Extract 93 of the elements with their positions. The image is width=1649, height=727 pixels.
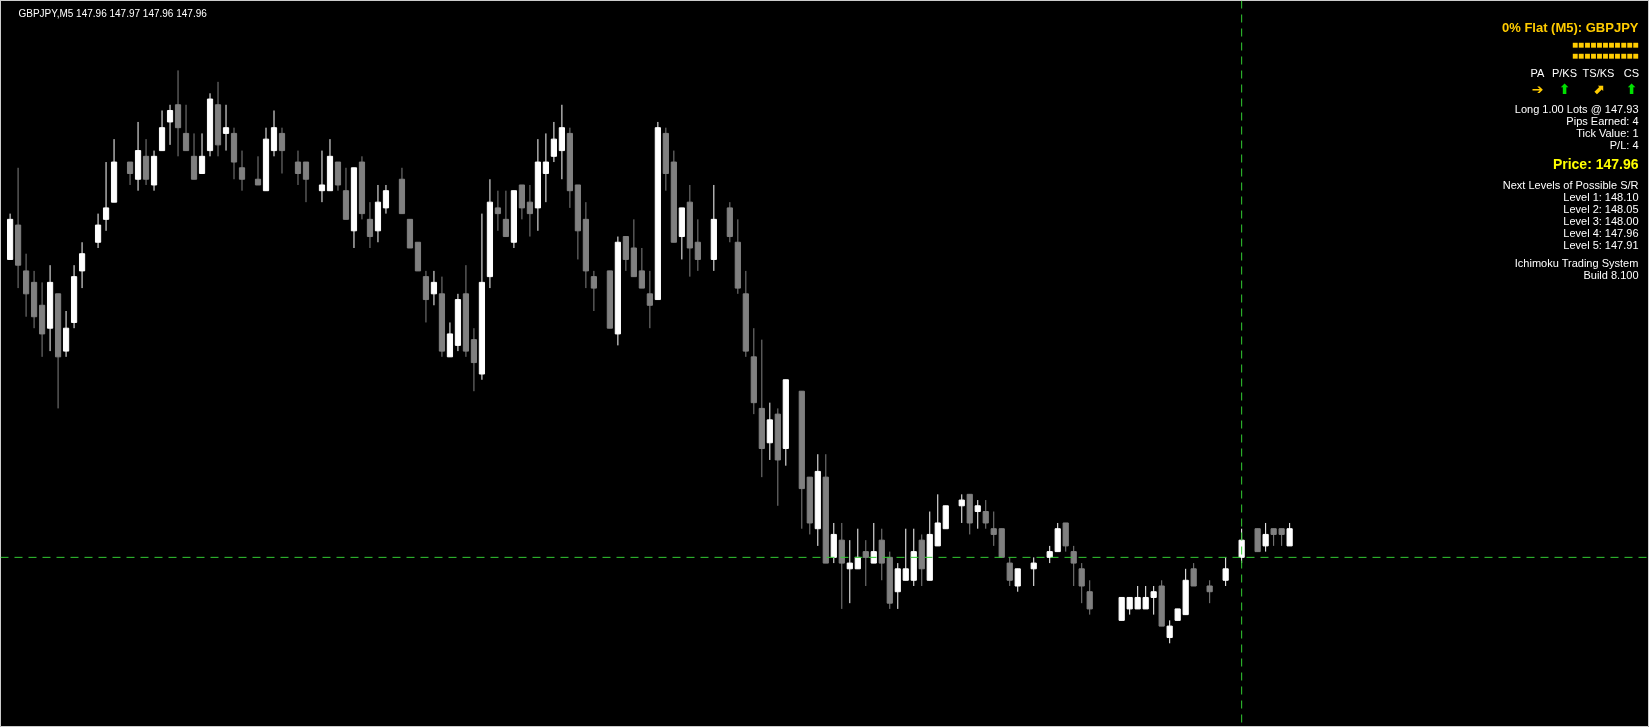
- candlestick: [430, 270, 438, 306]
- text: P/KS: [1551, 66, 1578, 79]
- candlestick: [190, 132, 198, 180]
- candlestick: [550, 121, 557, 163]
- candlestick: [1206, 579, 1213, 604]
- candlestick: [846, 539, 853, 604]
- text: Ichimoku Trading System: [1514, 256, 1639, 269]
- candlestick: [318, 150, 326, 203]
- candlestick: [182, 104, 190, 152]
- text: ⬈: [1592, 80, 1605, 97]
- text: Level 4: 147.96: [1563, 226, 1639, 239]
- candlestick: [174, 69, 182, 157]
- candlestick: [622, 236, 629, 272]
- candlestick: [446, 321, 454, 358]
- text: Price: 147.96: [1552, 155, 1639, 172]
- candlestick: [470, 327, 478, 392]
- candlestick: [166, 104, 174, 146]
- candlestick: [1078, 562, 1085, 604]
- candlestick: [526, 184, 534, 238]
- text: ■■■■■■■■■■■: [1572, 38, 1639, 50]
- candlestick: [502, 190, 510, 238]
- candlestick: [766, 402, 773, 461]
- candlestick: [270, 110, 278, 157]
- text: P/L: 4: [1609, 138, 1639, 151]
- candlestick: [1062, 522, 1069, 553]
- candlestick: [646, 270, 653, 329]
- candlestick: [638, 247, 645, 289]
- candlestick: [830, 522, 837, 564]
- text: Pips Earned: 4: [1566, 114, 1639, 127]
- candlestick: [22, 253, 30, 318]
- candlestick: [102, 161, 110, 232]
- text: 0% Flat (M5): GBPJPY: [1501, 19, 1639, 35]
- text: CS: [1623, 66, 1640, 79]
- candlestick: [942, 505, 949, 530]
- candlestick: [958, 493, 965, 524]
- candlestick: [126, 161, 134, 186]
- candlestick: [1254, 528, 1261, 553]
- candlestick: [694, 218, 701, 272]
- candlestick: [862, 539, 869, 587]
- candlestick: [870, 522, 877, 564]
- candlestick: [366, 201, 374, 249]
- candlestick: [1014, 568, 1021, 593]
- candlestick: [974, 499, 981, 530]
- candlestick: [494, 190, 502, 232]
- candlestick: [542, 132, 549, 203]
- text: ■■■■■■■■■■■: [1572, 49, 1639, 61]
- text: Tick Value: 1: [1576, 126, 1639, 139]
- candlestick: [878, 528, 885, 581]
- candlestick: [334, 161, 342, 192]
- candlestick: [902, 528, 909, 581]
- candlestick: [1166, 619, 1173, 644]
- candlestick: [558, 104, 565, 180]
- candlestick: [1086, 579, 1093, 616]
- candlestick: [1262, 522, 1269, 553]
- candlestick: [590, 270, 597, 312]
- candlestick: [62, 310, 70, 358]
- candlestick: [1070, 545, 1077, 587]
- text: ➔: [1531, 80, 1544, 97]
- candlestick: [142, 138, 150, 186]
- text: PA: [1530, 66, 1546, 79]
- text: Level 3: 148.00: [1563, 214, 1639, 227]
- candlestick: [254, 155, 262, 186]
- text: ⬆: [1625, 80, 1638, 97]
- text: Level 5: 147.91: [1563, 238, 1639, 251]
- candlestick: [934, 493, 941, 547]
- text: ⬆: [1558, 80, 1571, 97]
- candlestick: [982, 499, 989, 530]
- candlestick: [302, 161, 310, 203]
- candlestick: [278, 127, 286, 175]
- candlestick: [198, 132, 206, 175]
- candlestick: [1006, 556, 1013, 587]
- candlestick: [158, 110, 166, 152]
- text: Level 1: 148.10: [1563, 190, 1639, 203]
- candlestick: [422, 270, 430, 323]
- candlestick: [1286, 522, 1293, 547]
- text: Long 1.00 Lots @ 147.93: [1514, 102, 1639, 115]
- text: TS/KS: [1582, 66, 1615, 79]
- text: Build 8.100: [1583, 268, 1639, 281]
- text: Next Levels of Possible S/R: [1502, 178, 1639, 191]
- candlestick: [838, 522, 845, 610]
- candlestick: [78, 241, 86, 289]
- candlestick: [222, 104, 230, 152]
- chart-title: GBPJPY,M5 147.96 147.97 147.96 147.96: [18, 7, 208, 19]
- candlestick: [238, 150, 246, 192]
- candlestick: [1030, 556, 1037, 587]
- text: Level 2: 148.05: [1563, 202, 1639, 215]
- candlestick: [382, 184, 390, 215]
- candlestick: [94, 213, 102, 249]
- candlestick: [518, 184, 526, 220]
- candlestick: [894, 562, 901, 610]
- candlestick: [1190, 562, 1197, 587]
- candlestick: [294, 150, 302, 186]
- candlestick: [1222, 556, 1229, 587]
